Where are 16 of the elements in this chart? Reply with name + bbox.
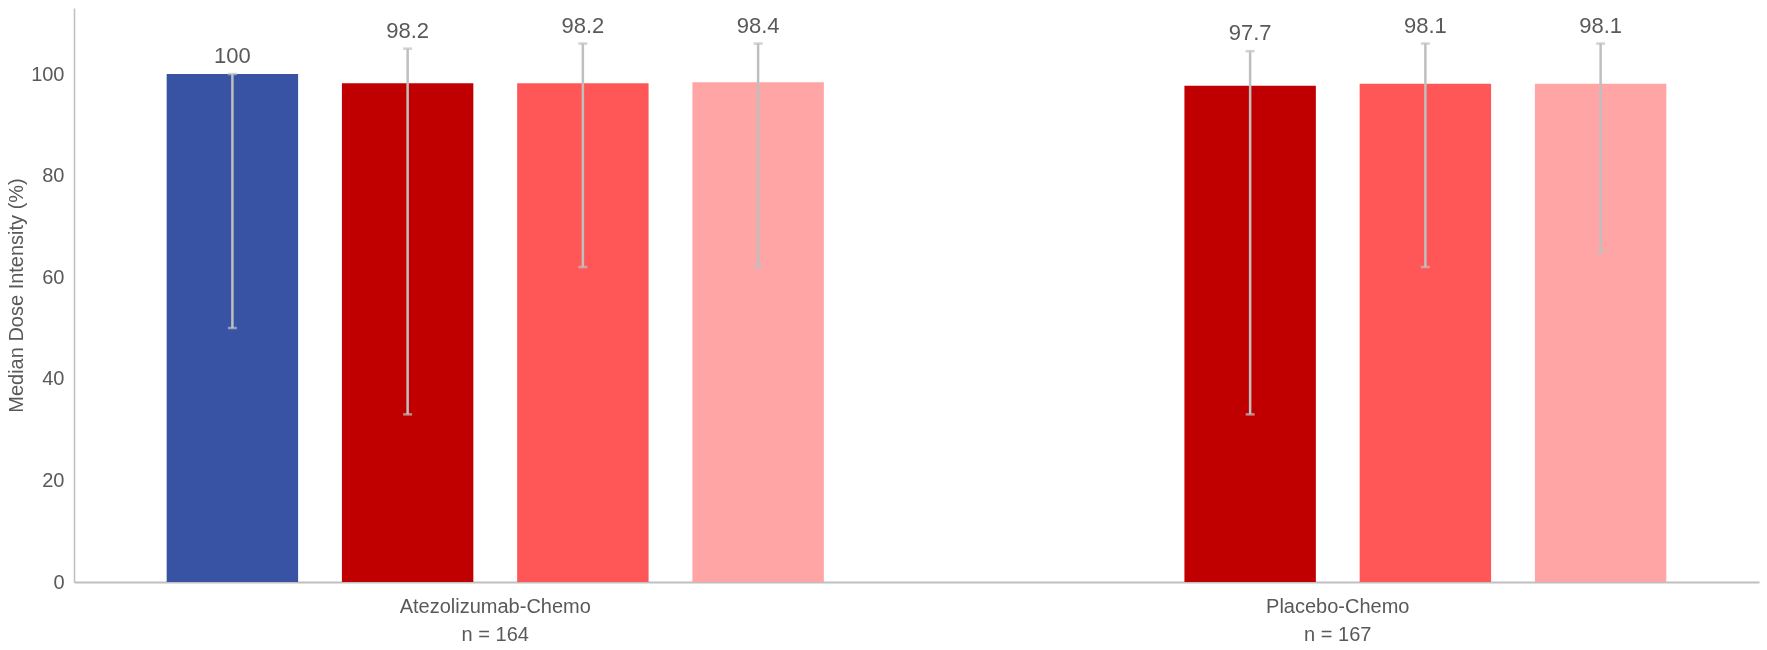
y-tick-label: 0 — [53, 570, 65, 593]
data-label: 98.2 — [386, 17, 430, 43]
y-tick-label: 100 — [31, 62, 65, 85]
data-label: 98.1 — [1403, 12, 1447, 38]
data-label: 100 — [214, 43, 251, 69]
x-tick-label: Atezolizumab-Chemo n = 164 — [399, 594, 591, 645]
x-tick-label: Placebo-Chemo n = 167 — [1266, 594, 1410, 645]
y-axis-title: Median Dose Intensity (%) — [5, 178, 28, 413]
data-label: 98.1 — [1579, 12, 1623, 38]
y-tick-label: 60 — [42, 265, 65, 288]
data-label: 97.7 — [1228, 20, 1272, 46]
y-tick-label: 40 — [42, 367, 65, 390]
y-tick-label: 80 — [42, 164, 65, 187]
data-label: 98.4 — [736, 12, 780, 38]
y-tick-label: 20 — [42, 468, 65, 491]
data-label: 98.2 — [561, 12, 605, 38]
